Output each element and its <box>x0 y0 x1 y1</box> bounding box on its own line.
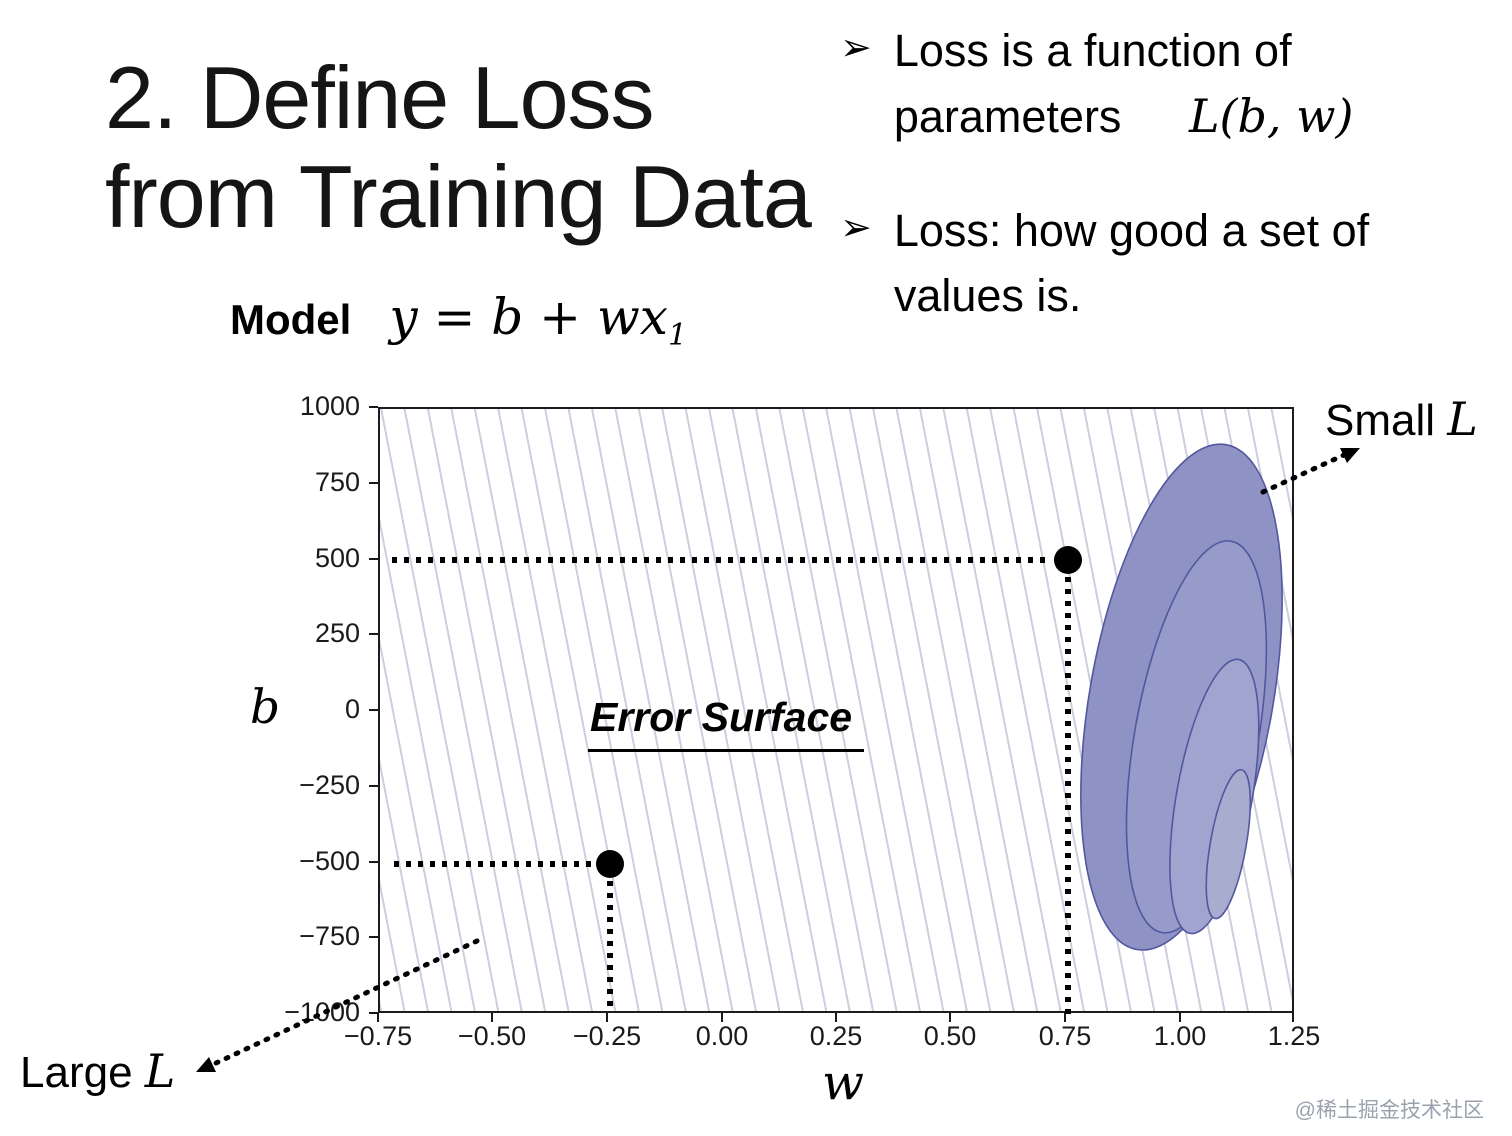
y-tick-label: −750 <box>299 921 360 951</box>
y-tick-label: 1000 <box>299 391 360 421</box>
x-tick-label: 0.25 <box>809 1021 863 1051</box>
x-tick-label: 0.00 <box>695 1021 749 1051</box>
small-loss-text: Small <box>1325 396 1448 445</box>
tick-mark <box>369 785 378 787</box>
small-l-arrowhead-icon <box>1340 448 1360 463</box>
tick-mark <box>369 406 378 408</box>
tick-mark <box>369 936 378 938</box>
error-surface-plot <box>378 407 1294 1013</box>
tick-mark <box>606 1013 608 1022</box>
watermark: @稀土掘金技术社区 <box>1294 1099 1484 1122</box>
large-loss-text: Large <box>20 1048 145 1097</box>
large-l-arrowhead-icon <box>196 1057 216 1072</box>
tick-mark <box>369 633 378 635</box>
y-tick-label: 250 <box>314 618 360 648</box>
tick-mark <box>369 558 378 560</box>
x-tick-label: −0.50 <box>457 1021 527 1051</box>
small-loss-annotation: Small L <box>1325 392 1478 446</box>
model-formula: y = b + wx1 <box>389 288 687 353</box>
large-loss-math: L <box>144 1044 176 1098</box>
tick-mark <box>369 709 378 711</box>
minimum-basin <box>1080 443 1283 951</box>
model-formula-subscript: 1 <box>667 318 688 353</box>
model-row: Model y = b + wx1 <box>230 288 687 353</box>
bullet-list: ➢ Loss is a function of parameters L(b, … <box>840 18 1508 376</box>
y-tick-label: 0 <box>344 694 360 724</box>
loss-function-math: L(b, w) <box>1188 89 1354 144</box>
slide-title-line2: from Training Data <box>105 147 812 247</box>
error-surface-label: Error Surface <box>588 694 865 752</box>
tick-mark <box>1179 1013 1181 1022</box>
y-tick-label: 750 <box>314 467 360 497</box>
small-loss-math: L <box>1447 392 1478 446</box>
bullet-text: Loss: how good a set of values is. <box>893 204 1370 322</box>
x-tick-label: 0.50 <box>923 1021 977 1051</box>
bullet-text-main: Loss is a function of parameters <box>893 25 1292 143</box>
arrowhead-bullet-icon: ➢ <box>840 206 872 249</box>
x-tick-label: 1.00 <box>1153 1021 1207 1051</box>
model-label: Model <box>230 296 352 343</box>
y-tick-label: −500 <box>299 846 360 876</box>
tick-mark <box>369 482 378 484</box>
tick-mark <box>369 861 378 863</box>
tick-mark <box>1292 1013 1294 1022</box>
arrowhead-bullet-icon: ➢ <box>840 27 872 69</box>
tick-mark <box>491 1013 493 1022</box>
x-tick-label: −0.25 <box>572 1021 642 1051</box>
slide-title: 2. Define Loss from Training Data <box>105 48 812 247</box>
x-tick-label: 1.25 <box>1267 1021 1321 1051</box>
tick-mark <box>1064 1013 1066 1022</box>
tick-mark <box>949 1013 951 1022</box>
slide-title-line1: 2. Define Loss <box>105 48 655 147</box>
x-axis-label: w <box>822 1054 864 1111</box>
y-tick-label: −250 <box>299 770 360 800</box>
bullet-text: Loss is a function of parameters L(b, w) <box>894 18 1508 150</box>
large-loss-annotation: Large L <box>20 1044 175 1098</box>
x-tick-label: −0.75 <box>343 1021 413 1051</box>
bullet-item-loss-meaning: ➢ Loss: how good a set of values is. <box>840 198 1508 329</box>
y-axis-label: b <box>250 680 281 735</box>
model-formula-main: y = b + wx <box>389 288 668 346</box>
x-tick-label: 0.75 <box>1038 1021 1092 1051</box>
tick-mark <box>721 1013 723 1022</box>
bullet-item-loss-function: ➢ Loss is a function of parameters L(b, … <box>840 18 1508 150</box>
y-tick-label: 500 <box>314 543 360 573</box>
tick-mark <box>835 1013 837 1022</box>
tick-mark <box>377 1013 379 1022</box>
